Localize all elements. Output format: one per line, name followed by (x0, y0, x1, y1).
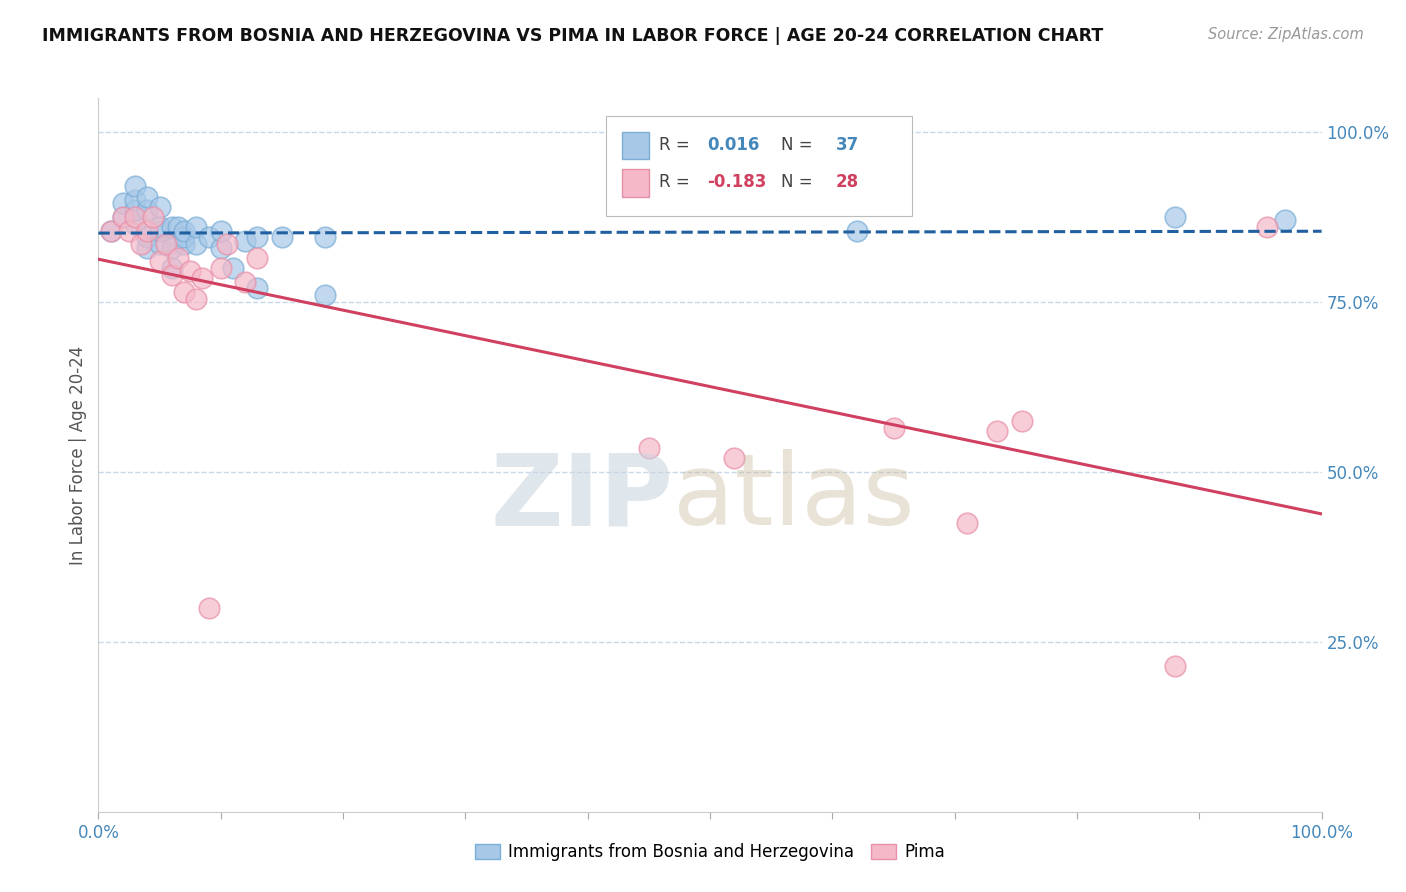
Text: N =: N = (780, 136, 818, 153)
Point (100, 224, 122, 238)
Point (124, 203, 146, 218)
Point (111, 210, 134, 224)
Point (186, 220, 208, 235)
Text: 0.016: 0.016 (707, 136, 761, 153)
Point (149, 200, 172, 214)
Point (246, 230, 269, 244)
Point (246, 281, 269, 295)
Point (314, 288, 336, 302)
Text: Source: ZipAtlas.com: Source: ZipAtlas.com (1208, 27, 1364, 42)
Point (142, 210, 165, 224)
Point (149, 254, 172, 268)
Text: IMMIGRANTS FROM BOSNIA AND HERZEGOVINA VS PIMA IN LABOR FORCE | AGE 20-24 CORREL: IMMIGRANTS FROM BOSNIA AND HERZEGOVINA V… (42, 27, 1104, 45)
Point (186, 237, 208, 252)
Point (124, 179, 146, 194)
Point (149, 220, 172, 235)
Point (173, 285, 195, 299)
Point (270, 230, 294, 244)
Point (1011, 414, 1033, 428)
Text: 28: 28 (837, 173, 859, 191)
Point (124, 210, 146, 224)
Point (191, 271, 214, 285)
Point (155, 237, 177, 252)
Legend: Immigrants from Bosnia and Herzegovina, Pima: Immigrants from Bosnia and Herzegovina, … (468, 837, 952, 868)
Point (1256, 220, 1278, 235)
Point (845, 224, 868, 238)
Bar (621, 169, 650, 196)
Point (149, 224, 172, 238)
Point (179, 264, 201, 278)
Point (173, 230, 195, 244)
Point (160, 268, 183, 282)
Point (246, 251, 269, 265)
Point (314, 230, 336, 244)
Point (197, 230, 219, 244)
FancyBboxPatch shape (606, 116, 912, 216)
Point (197, 600, 219, 615)
Text: ZIP: ZIP (491, 450, 673, 546)
Point (160, 241, 183, 255)
Text: R =: R = (658, 136, 695, 153)
Point (136, 224, 159, 238)
Point (136, 203, 159, 218)
Point (1164, 658, 1187, 673)
Text: -0.183: -0.183 (707, 173, 766, 191)
Point (160, 220, 183, 235)
Point (149, 237, 172, 252)
Point (111, 210, 134, 224)
Point (883, 421, 905, 435)
Point (233, 275, 256, 289)
Text: 37: 37 (837, 136, 859, 153)
Point (167, 251, 190, 265)
Point (956, 516, 979, 530)
Point (136, 189, 159, 203)
Point (118, 224, 141, 238)
Point (1164, 210, 1187, 224)
Point (209, 260, 232, 275)
Point (111, 196, 134, 211)
Y-axis label: In Labor Force | Age 20-24: In Labor Force | Age 20-24 (69, 345, 87, 565)
Point (723, 451, 745, 466)
Point (167, 220, 190, 235)
Point (186, 292, 208, 306)
Point (124, 193, 146, 207)
Point (136, 230, 159, 244)
Point (209, 241, 232, 255)
Point (129, 237, 152, 252)
Point (1274, 213, 1296, 227)
Point (100, 224, 122, 238)
Text: atlas: atlas (673, 450, 915, 546)
Point (215, 237, 238, 252)
Point (124, 217, 146, 231)
Point (136, 241, 159, 255)
Point (173, 237, 195, 252)
Point (638, 441, 661, 455)
Text: R =: R = (658, 173, 695, 191)
Text: N =: N = (780, 173, 818, 191)
Point (173, 224, 195, 238)
Point (160, 260, 183, 275)
Point (209, 224, 232, 238)
Point (233, 234, 256, 248)
Point (222, 260, 245, 275)
Point (986, 424, 1008, 438)
Bar (621, 132, 650, 159)
